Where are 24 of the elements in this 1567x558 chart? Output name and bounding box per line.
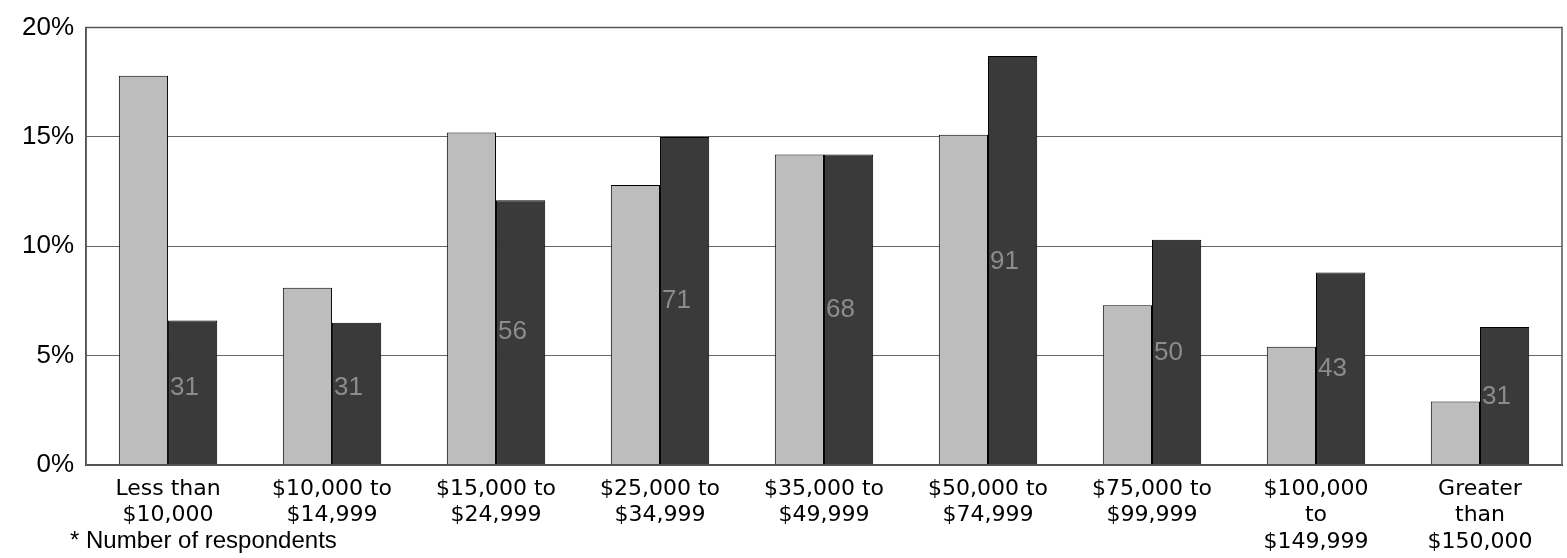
y-tick-label: 10% xyxy=(21,229,75,260)
x-tick-label: $50,000 to $74,999 xyxy=(927,474,1049,527)
annotation: 91 xyxy=(990,244,1019,275)
x-tick-label: Less than $10,000 xyxy=(115,474,221,527)
annotation: 43 xyxy=(1318,351,1347,382)
y-tick-label: 5% xyxy=(36,338,75,369)
y-tick-label: 15% xyxy=(21,120,75,151)
x-tick-label: $10,000 to $14,999 xyxy=(272,474,393,527)
x-tick-label: Greater than $150,000 xyxy=(1427,474,1533,553)
x-tick-label: $35,000 to $49,999 xyxy=(763,474,885,527)
x-tick-label: $15,000 to $24,999 xyxy=(436,474,557,527)
y-tick-label: 20% xyxy=(21,10,75,41)
x-tick-label: $100,000 to $149,999 xyxy=(1263,474,1369,553)
y-tick-label: 0% xyxy=(36,447,75,478)
annotation: 31 xyxy=(1482,380,1511,411)
x-tick-label: $25,000 to $34,999 xyxy=(599,474,721,527)
annotation: 31 xyxy=(170,371,199,402)
annotation: 31 xyxy=(334,371,363,402)
annotation: 50 xyxy=(1154,336,1183,367)
annotation: 56 xyxy=(498,314,527,345)
annotation: 68 xyxy=(826,292,855,323)
annotation: 71 xyxy=(662,284,691,315)
text: * Number of respondents xyxy=(70,526,337,554)
x-tick-label: $75,000 to $99,999 xyxy=(1091,474,1213,527)
